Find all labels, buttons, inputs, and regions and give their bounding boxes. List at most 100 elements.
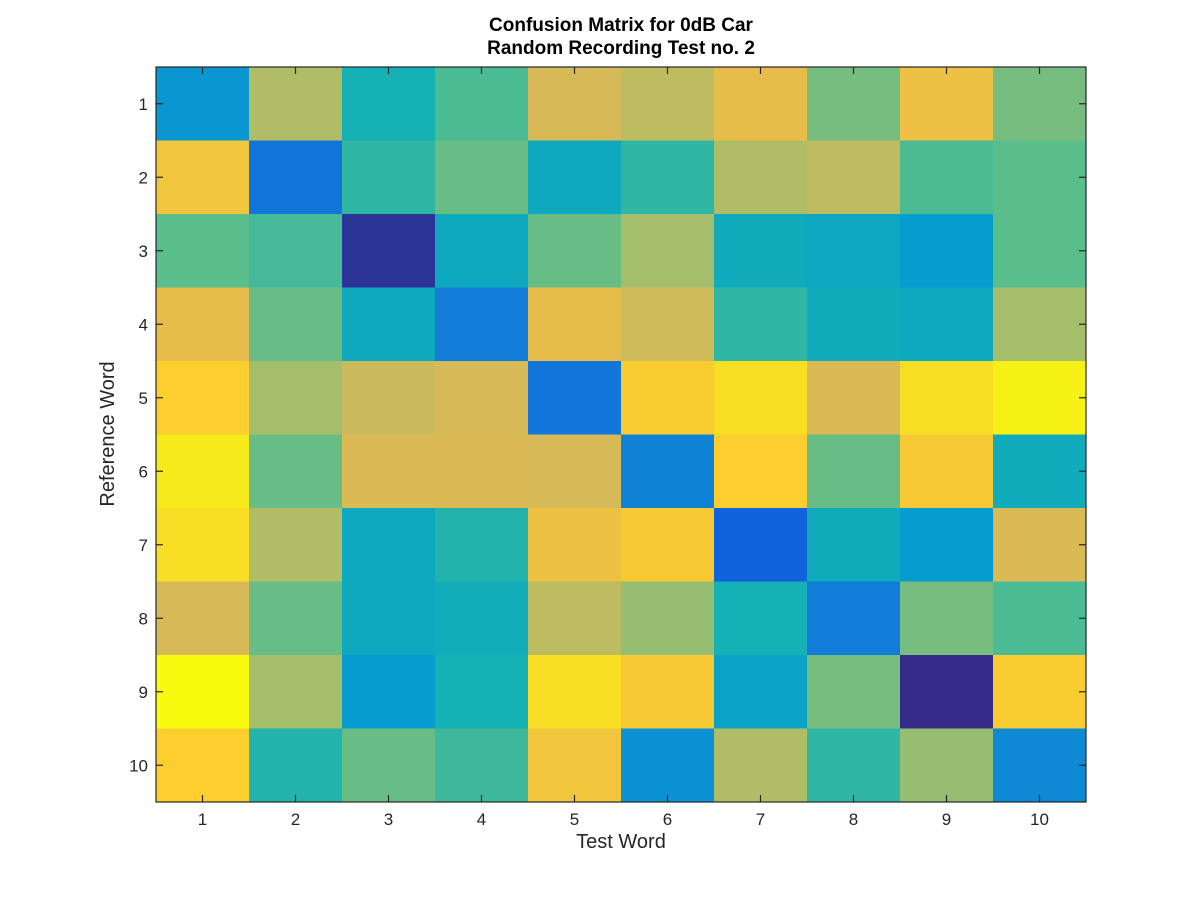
x-tick-label-9: 9 xyxy=(942,810,951,829)
heatmap-cell-r4-c5 xyxy=(528,287,622,362)
heatmap-cell-r3-c8 xyxy=(807,214,901,288)
heatmap-cell-r5-c2 xyxy=(249,361,343,435)
heatmap-cell-r4-c6 xyxy=(621,287,715,362)
heatmap-cell-r1-c9 xyxy=(900,67,994,141)
y-tick-label-5: 5 xyxy=(139,389,148,408)
heatmap-cell-r5-c5 xyxy=(528,361,622,435)
heatmap-cell-r6-c9 xyxy=(900,434,994,509)
heatmap-cell-r9-c8 xyxy=(807,655,901,729)
heatmap-cell-r9-c2 xyxy=(249,655,343,729)
heatmap-cell-r8-c10 xyxy=(993,581,1087,656)
x-tick-label-2: 2 xyxy=(291,810,300,829)
heatmap-cell-r7-c5 xyxy=(528,508,622,582)
heatmap-cell-r7-c9 xyxy=(900,508,994,582)
heatmap-cell-r10-c6 xyxy=(621,728,715,803)
heatmap-cell-r3-c10 xyxy=(993,214,1087,288)
x-tick-label-3: 3 xyxy=(384,810,393,829)
y-tick-label-8: 8 xyxy=(139,609,148,628)
heatmap-cell-r10-c8 xyxy=(807,728,901,803)
heatmap-cell-r7-c7 xyxy=(714,508,808,582)
heatmap-cell-r6-c4 xyxy=(435,434,529,509)
heatmap-cell-r5-c1 xyxy=(156,361,250,435)
x-tick-label-1: 1 xyxy=(198,810,207,829)
heatmap-cell-r9-c5 xyxy=(528,655,622,729)
heatmap-cell-r2-c2 xyxy=(249,140,343,215)
heatmap-cell-r6-c7 xyxy=(714,434,808,509)
y-axis-label: Reference Word xyxy=(97,361,119,506)
x-tick-label-6: 6 xyxy=(663,810,672,829)
heatmap-cell-r9-c4 xyxy=(435,655,529,729)
heatmap-cell-r6-c3 xyxy=(342,434,436,509)
heatmap-cell-r8-c7 xyxy=(714,581,808,656)
heatmap-cell-r10-c3 xyxy=(342,728,436,803)
heatmap-cell-r6-c6 xyxy=(621,434,715,509)
heatmap-cell-r2-c5 xyxy=(528,140,622,215)
heatmap-cell-r2-c8 xyxy=(807,140,901,215)
y-tick-label-6: 6 xyxy=(139,462,148,481)
heatmap-cell-r2-c1 xyxy=(156,140,250,215)
heatmap-cell-r5-c4 xyxy=(435,361,529,435)
heatmap-cell-r6-c1 xyxy=(156,434,250,509)
heatmap-cells xyxy=(156,67,1087,803)
x-tick-labels: 1 2 3 4 5 6 7 8 9 10 xyxy=(198,810,1049,829)
heatmap-cell-r10-c9 xyxy=(900,728,994,803)
x-tick-label-10: 10 xyxy=(1030,810,1049,829)
heatmap-cell-r2-c3 xyxy=(342,140,436,215)
heatmap-cell-r10-c1 xyxy=(156,728,250,803)
heatmap-cell-r3-c1 xyxy=(156,214,250,288)
heatmap-cell-r9-c7 xyxy=(714,655,808,729)
heatmap-cell-r4-c8 xyxy=(807,287,901,362)
y-tick-label-10: 10 xyxy=(129,756,148,775)
chart-title-line-1: Confusion Matrix for 0dB Car xyxy=(489,15,754,36)
heatmap-cell-r8-c5 xyxy=(528,581,622,656)
y-tick-label-7: 7 xyxy=(139,536,148,555)
heatmap-cell-r2-c9 xyxy=(900,140,994,215)
x-tick-label-7: 7 xyxy=(756,810,765,829)
y-tick-label-3: 3 xyxy=(139,242,148,261)
axis-ticks xyxy=(156,67,1086,802)
y-tick-label-1: 1 xyxy=(139,95,148,114)
heatmap-cell-r1-c5 xyxy=(528,67,622,141)
heatmap-cell-r8-c8 xyxy=(807,581,901,656)
heatmap-cell-r4-c3 xyxy=(342,287,436,362)
heatmap-cell-r3-c5 xyxy=(528,214,622,288)
x-tick-label-5: 5 xyxy=(570,810,579,829)
heatmap-cell-r4-c1 xyxy=(156,287,250,362)
heatmap-cell-r8-c9 xyxy=(900,581,994,656)
heatmap-cell-r8-c4 xyxy=(435,581,529,656)
chart-title-line-2: Random Recording Test no. 2 xyxy=(487,38,755,59)
heatmap-cell-r5-c3 xyxy=(342,361,436,435)
heatmap-cell-r7-c8 xyxy=(807,508,901,582)
heatmap-cell-r5-c8 xyxy=(807,361,901,435)
heatmap-cell-r8-c2 xyxy=(249,581,343,656)
heatmap-cell-r1-c2 xyxy=(249,67,343,141)
heatmap-cell-r10-c4 xyxy=(435,728,529,803)
heatmap-cell-r3-c7 xyxy=(714,214,808,288)
heatmap-cell-r2-c7 xyxy=(714,140,808,215)
heatmap-cell-r9-c3 xyxy=(342,655,436,729)
heatmap-cell-r5-c10 xyxy=(993,361,1087,435)
heatmap-cell-r7-c3 xyxy=(342,508,436,582)
heatmap-cell-r5-c9 xyxy=(900,361,994,435)
heatmap-cell-r6-c10 xyxy=(993,434,1087,509)
heatmap-cell-r1-c7 xyxy=(714,67,808,141)
heatmap-cell-r5-c6 xyxy=(621,361,715,435)
heatmap-cell-r4-c7 xyxy=(714,287,808,362)
heatmap-cell-r8-c3 xyxy=(342,581,436,656)
heatmap-cell-r1-c6 xyxy=(621,67,715,141)
heatmap-cell-r7-c2 xyxy=(249,508,343,582)
heatmap-cell-r3-c9 xyxy=(900,214,994,288)
x-tick-label-8: 8 xyxy=(849,810,858,829)
heatmap-cell-r7-c1 xyxy=(156,508,250,582)
heatmap-cell-r8-c6 xyxy=(621,581,715,656)
heatmap-cell-r1-c10 xyxy=(993,67,1087,141)
heatmap-cell-r3-c2 xyxy=(249,214,343,288)
heatmap-cell-r3-c6 xyxy=(621,214,715,288)
heatmap-cell-r9-c9 xyxy=(900,655,994,729)
heatmap-cell-r2-c10 xyxy=(993,140,1087,215)
heatmap-cell-r10-c5 xyxy=(528,728,622,803)
heatmap-cell-r2-c4 xyxy=(435,140,529,215)
x-tick-label-4: 4 xyxy=(477,810,486,829)
heatmap-cell-r1-c4 xyxy=(435,67,529,141)
